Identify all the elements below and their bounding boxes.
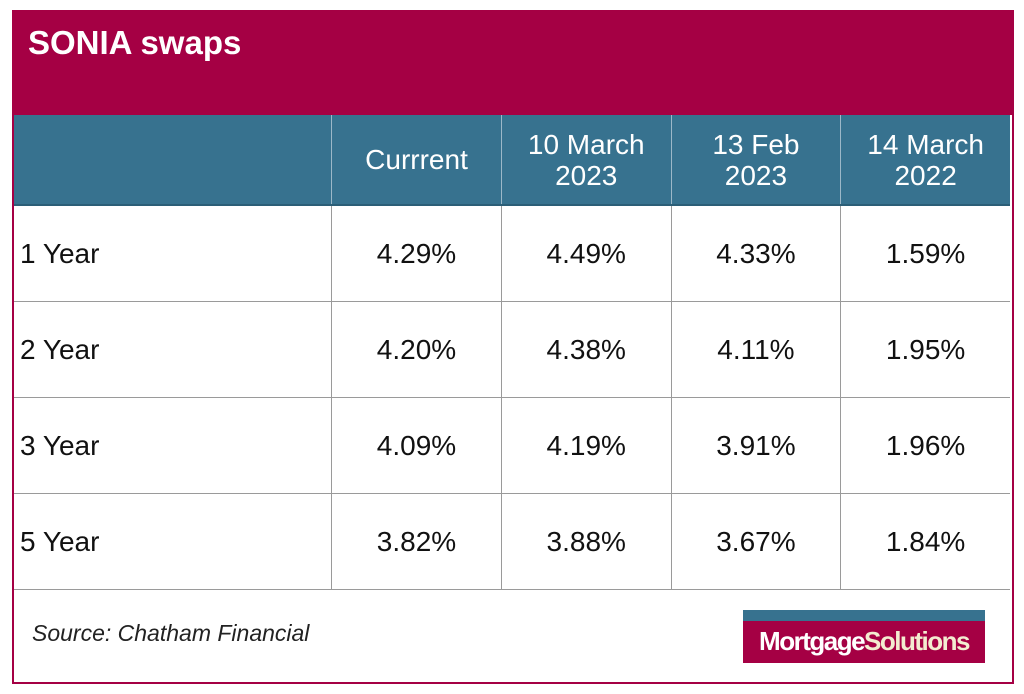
title-bar: SONIA swaps — [12, 10, 1012, 115]
table-cell: 3.67% — [670, 493, 841, 590]
table-cell: 4.19% — [500, 397, 672, 494]
table-cell: 4.38% — [500, 301, 672, 398]
row-label: 1 Year — [14, 205, 332, 302]
table-cell: 3.88% — [500, 493, 672, 590]
table-row: 3 Year 4.09% 4.19% 3.91% 1.96% — [14, 397, 1010, 494]
table-cell: 3.91% — [670, 397, 841, 494]
table-cell: 4.29% — [331, 205, 502, 302]
row-label: 3 Year — [14, 397, 332, 494]
row-label: 5 Year — [14, 493, 332, 590]
table-cell: 1.96% — [840, 397, 1010, 494]
source-note: Source: Chatham Financial — [32, 620, 310, 646]
header-10-march-2023: 10 March 2023 — [500, 115, 672, 206]
table-cell: 1.84% — [840, 493, 1010, 590]
header-row: Currrent 10 March 2023 13 Feb 2023 14 Marc… — [14, 115, 1010, 206]
header-current: Currrent — [331, 115, 502, 206]
table-frame — [12, 10, 1014, 684]
header-13-feb-2023: 13 Feb 2023 — [670, 115, 841, 206]
table-cell: 4.33% — [670, 205, 841, 302]
table-row: 5 Year 3.82% 3.88% 3.67% 1.84% — [14, 493, 1010, 590]
table-cell: 4.09% — [331, 397, 502, 494]
table-title: SONIA swaps — [28, 24, 242, 61]
header-blank — [14, 115, 332, 206]
table-cell: 1.95% — [840, 301, 1010, 398]
header-14-march-2022: 14 March 2022 — [840, 115, 1010, 206]
sonia-swaps-table: Currrent 10 March 2023 13 Feb 2023 14 Marc… — [14, 115, 1010, 590]
mortgage-solutions-logo: MortgageSolutions — [743, 610, 985, 663]
table-cell: 4.11% — [670, 301, 841, 398]
table-cell: 1.59% — [840, 205, 1010, 302]
table-cell: 4.49% — [500, 205, 672, 302]
table-row: 1 Year 4.29% 4.49% 4.33% 1.59% — [14, 205, 1010, 302]
table-cell: 3.82% — [331, 493, 502, 590]
row-label: 2 Year — [14, 301, 332, 398]
table-cell: 4.20% — [331, 301, 502, 398]
table-row: 2 Year 4.20% 4.38% 4.11% 1.95% — [14, 301, 1010, 398]
